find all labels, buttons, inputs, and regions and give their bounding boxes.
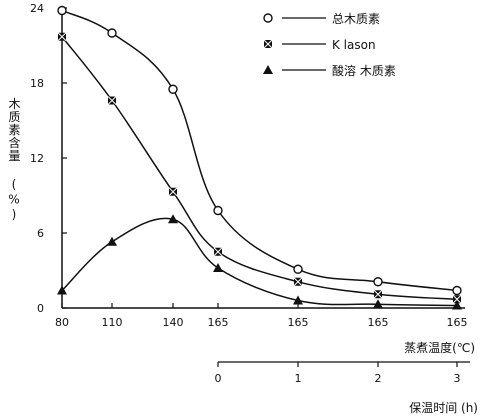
- y-axis-title: 木质素含量 (%): [7, 97, 21, 222]
- legend-label-0: 总木质素: [332, 12, 380, 26]
- series-1-point-5-cross: [373, 289, 383, 299]
- series-line-0: [61, 9, 458, 292]
- series-1-point-3-cross: [213, 247, 223, 257]
- legend-marker-1-cross: [263, 39, 273, 49]
- x-tick-label: 165: [368, 316, 389, 329]
- legend-label-1: K lason: [332, 38, 376, 52]
- series-0-point-5: [373, 277, 383, 287]
- legend-label-2: 酸溶 木质素: [332, 63, 396, 78]
- x-tick-label: 165: [447, 316, 468, 329]
- x2-tick-label: 2: [375, 372, 382, 385]
- series-2-point-3: [213, 263, 223, 272]
- series-0-point-2: [168, 84, 178, 94]
- series-2-point-1: [107, 236, 117, 246]
- y-tick-label: 6: [37, 227, 44, 240]
- x-tick-label: 110: [102, 316, 123, 329]
- y-tick-label: 0: [37, 302, 44, 315]
- series-0-point-4: [293, 264, 303, 274]
- series-line-1: [61, 36, 458, 301]
- series-0-point-6: [452, 285, 462, 296]
- x-tick-label: 165: [288, 316, 309, 329]
- x2-axis-title: 保温时间 (h): [409, 401, 478, 415]
- y-tick-label: 12: [30, 152, 44, 165]
- series-1-point-6-cross: [452, 294, 462, 304]
- legend-marker-2: [263, 65, 273, 74]
- x-tick-label: 140: [163, 316, 184, 329]
- legend-marker-0: [263, 13, 273, 23]
- series-1-point-1-cross: [107, 96, 117, 105]
- x2-tick-label: 3: [454, 372, 461, 385]
- series-0-point-3: [213, 205, 223, 216]
- series-1-point-4-cross: [293, 277, 303, 287]
- y-tick-label: 18: [30, 77, 44, 90]
- x-axis-title: 蒸煮温度(℃): [404, 340, 475, 355]
- series-0-point-0: [57, 5, 67, 16]
- series-2-point-0: [57, 285, 67, 295]
- x-tick-label: 80: [55, 316, 69, 329]
- x2-tick-label: 0: [215, 372, 222, 385]
- x2-tick-label: 1: [295, 372, 302, 385]
- series-1-point-2-cross: [168, 187, 178, 197]
- series-2-point-4: [293, 295, 303, 305]
- series-2-point-6: [452, 300, 462, 310]
- x-tick-label: 165: [208, 316, 229, 329]
- series-1-point-0-cross: [57, 32, 67, 42]
- series-line-2: [61, 217, 458, 307]
- series-0-point-1: [107, 28, 117, 38]
- series-2-point-2: [168, 214, 178, 224]
- series-2-point-5: [373, 299, 383, 309]
- y-tick-label: 24: [30, 2, 44, 15]
